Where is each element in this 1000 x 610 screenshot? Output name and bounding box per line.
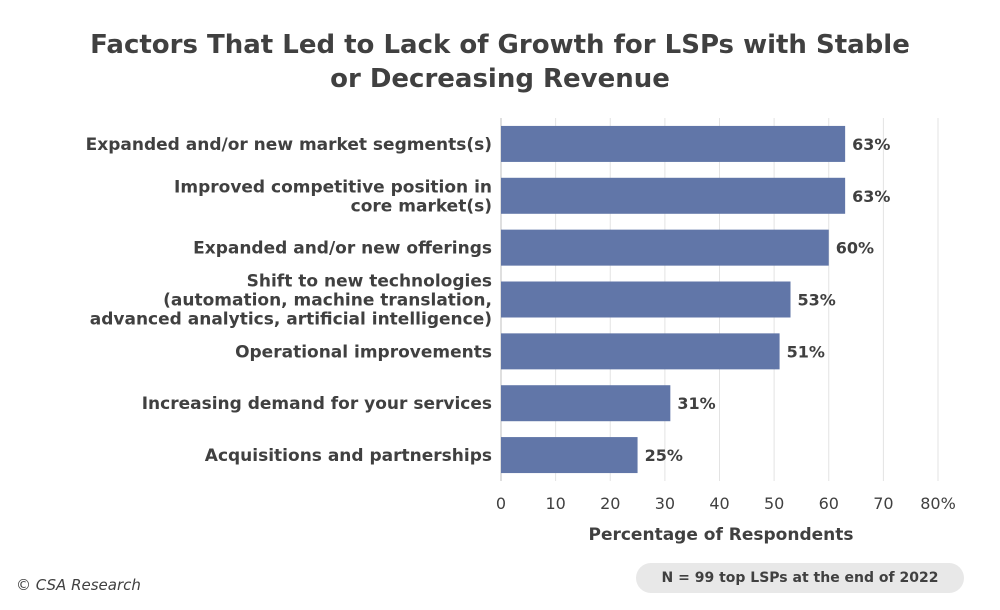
x-tick-label: 0: [496, 494, 506, 513]
bar: [501, 177, 846, 214]
category-label: Expanded and/or new offerings: [193, 239, 492, 259]
x-tick-label: 10: [545, 494, 565, 513]
x-axis-ticks: 0 10 20 30 40 50 60 70 80%: [496, 494, 956, 513]
category-label: Expanded and/or new market segments(s): [86, 135, 492, 155]
x-tick-label: 50: [764, 494, 784, 513]
bar-value-label: 31%: [677, 394, 715, 413]
category-label: Acquisitions and partnerships: [205, 446, 492, 466]
x-tick-label: 20: [600, 494, 620, 513]
copyright-text: © CSA Research: [16, 576, 141, 594]
x-tick-label: 70: [873, 494, 893, 513]
category-label: Increasing demand for your services: [142, 394, 492, 414]
x-tick-label: 60: [819, 494, 839, 513]
bar: [501, 229, 829, 266]
bar-value-label: 53%: [798, 291, 836, 310]
bar: [501, 437, 638, 474]
category-label: Operational improvements: [235, 342, 492, 362]
bar-value-label: 60%: [836, 239, 874, 258]
bars: [501, 125, 846, 474]
x-tick-label: 80%: [920, 494, 956, 513]
category-label: Improved competitive position in core mar…: [174, 177, 492, 216]
chart-title: Factors That Led to Lack of Growth for L…: [90, 30, 910, 94]
sample-size-note: N = 99 top LSPs at the end of 2022: [636, 563, 964, 593]
x-tick-label: 30: [655, 494, 675, 513]
bar: [501, 125, 846, 162]
bar: [501, 281, 791, 318]
bar-value-label: 63%: [852, 187, 890, 206]
category-label: Shift to new technologies (automation, ma…: [90, 272, 492, 330]
category-labels: Expanded and/or new market segments(s) Im…: [86, 135, 492, 466]
bar-value-label: 25%: [645, 446, 683, 465]
bar: [501, 333, 780, 370]
bar: [501, 385, 671, 422]
bar-value-label: 51%: [787, 342, 825, 361]
x-tick-label: 40: [709, 494, 729, 513]
data-labels: 63% 63% 60% 53% 51% 31% 25%: [645, 135, 891, 465]
bar-value-label: 63%: [852, 135, 890, 154]
x-axis-title: Percentage of Respondents: [588, 525, 853, 545]
